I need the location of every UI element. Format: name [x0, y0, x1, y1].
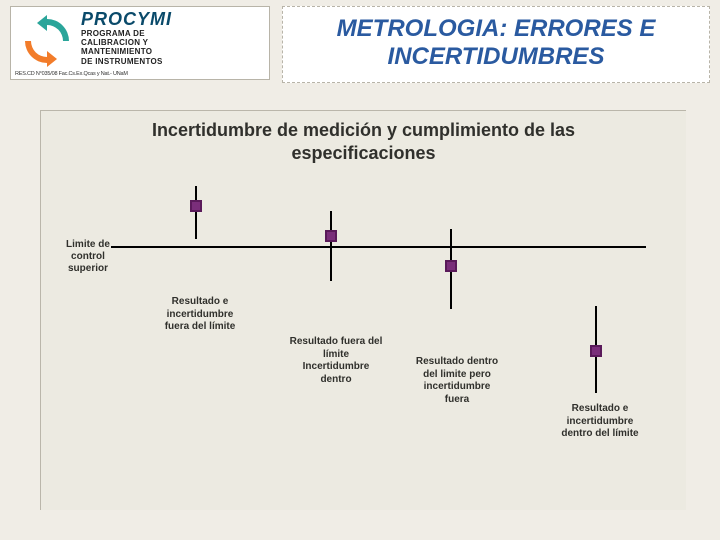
data-point	[325, 230, 337, 242]
logo-icon	[19, 13, 75, 69]
diagram-area: Incertidumbre de medición y cumplimiento…	[40, 110, 686, 510]
resolution-text: RES.CD N°035/08 Fac.Cs.Ex.Qcas y Nat.- U…	[15, 71, 128, 77]
case-label: Resultado fuera dellímiteIncertidumbrede…	[276, 336, 396, 386]
limit-label: Limite decontrolsuperior	[59, 239, 117, 275]
page-title: METROLOGIA: ERRORES E INCERTIDUMBRES	[282, 6, 710, 83]
case-label: Resultado eincertidumbredentro del límit…	[536, 403, 664, 441]
logo-box: PROCYMI PROGRAMA DE CALIBRACION Y MANTEN…	[10, 6, 270, 80]
limit-line	[111, 246, 646, 248]
error-bar	[195, 186, 197, 239]
diagram-title: Incertidumbre de medición y cumplimiento…	[41, 119, 686, 164]
data-point	[590, 345, 602, 357]
data-point	[445, 260, 457, 272]
case-label: Resultado dentrodel limite peroincertidu…	[396, 356, 518, 406]
brand-name: PROCYMI	[81, 9, 172, 30]
data-point	[190, 200, 202, 212]
header: PROCYMI PROGRAMA DE CALIBRACION Y MANTEN…	[0, 0, 720, 83]
brand-tagline: PROGRAMA DE CALIBRACION Y MANTENIMIENTO …	[81, 29, 163, 66]
error-bar	[330, 211, 332, 281]
case-label: Resultado eincertidumbrefuera del límite	[149, 296, 251, 334]
